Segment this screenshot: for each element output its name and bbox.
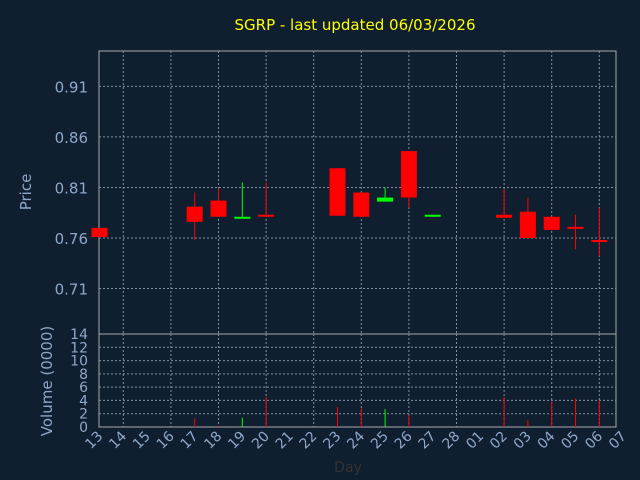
volume-tick-label: 0 [79, 420, 88, 436]
volume-tick-label: 2 [79, 407, 88, 423]
price-tick-labels: 0.71 0.76 0.81 0.86 0.91 [55, 78, 88, 298]
volume-tick-label: 8 [79, 367, 88, 383]
candle-body [567, 226, 584, 229]
candle-body [234, 216, 251, 219]
volume-bars [194, 397, 600, 427]
candle-body [543, 216, 560, 230]
candle-body [91, 227, 108, 237]
price-tick-label: 0.86 [55, 129, 88, 147]
candle-body [210, 200, 227, 217]
volume-tick-label: 12 [70, 340, 88, 356]
volume-axis-label: Volume (0000) [38, 326, 56, 436]
day-tick-labels: 13 14 15 16 17 18 19 20 21 22 23 24 25 26 27 28 01 02 03 04… [82, 428, 630, 452]
y-axis-label: Price [17, 174, 35, 211]
volume-tick-label: 4 [79, 393, 88, 409]
x-axis-label: Day [334, 460, 362, 476]
candle-body [400, 151, 417, 198]
price-panel: 0.71 0.76 0.81 0.86 0.91 [55, 50, 617, 335]
volume-tick-label: 6 [79, 380, 88, 396]
price-tick-label: 0.71 [55, 281, 88, 299]
price-tick-label: 0.91 [55, 78, 88, 96]
candle-body [353, 192, 370, 217]
price-tick-label: 0.81 [55, 179, 88, 197]
chart-title: SGRP - last updated 06/03/2026 [235, 16, 476, 34]
candle-body [258, 214, 275, 217]
candle-body [519, 211, 536, 238]
price-tick-label: 0.76 [55, 230, 88, 248]
candle-body [496, 214, 513, 218]
volume-tick-label: 10 [70, 354, 88, 370]
volume-tick-label: 14 [70, 327, 88, 343]
candles [91, 151, 608, 257]
volume-plot-frame [98, 333, 617, 428]
candle-body [424, 214, 441, 217]
candle-body [591, 240, 608, 243]
candle-body [186, 206, 203, 222]
candle-body [377, 197, 394, 202]
candle-body [329, 168, 346, 216]
